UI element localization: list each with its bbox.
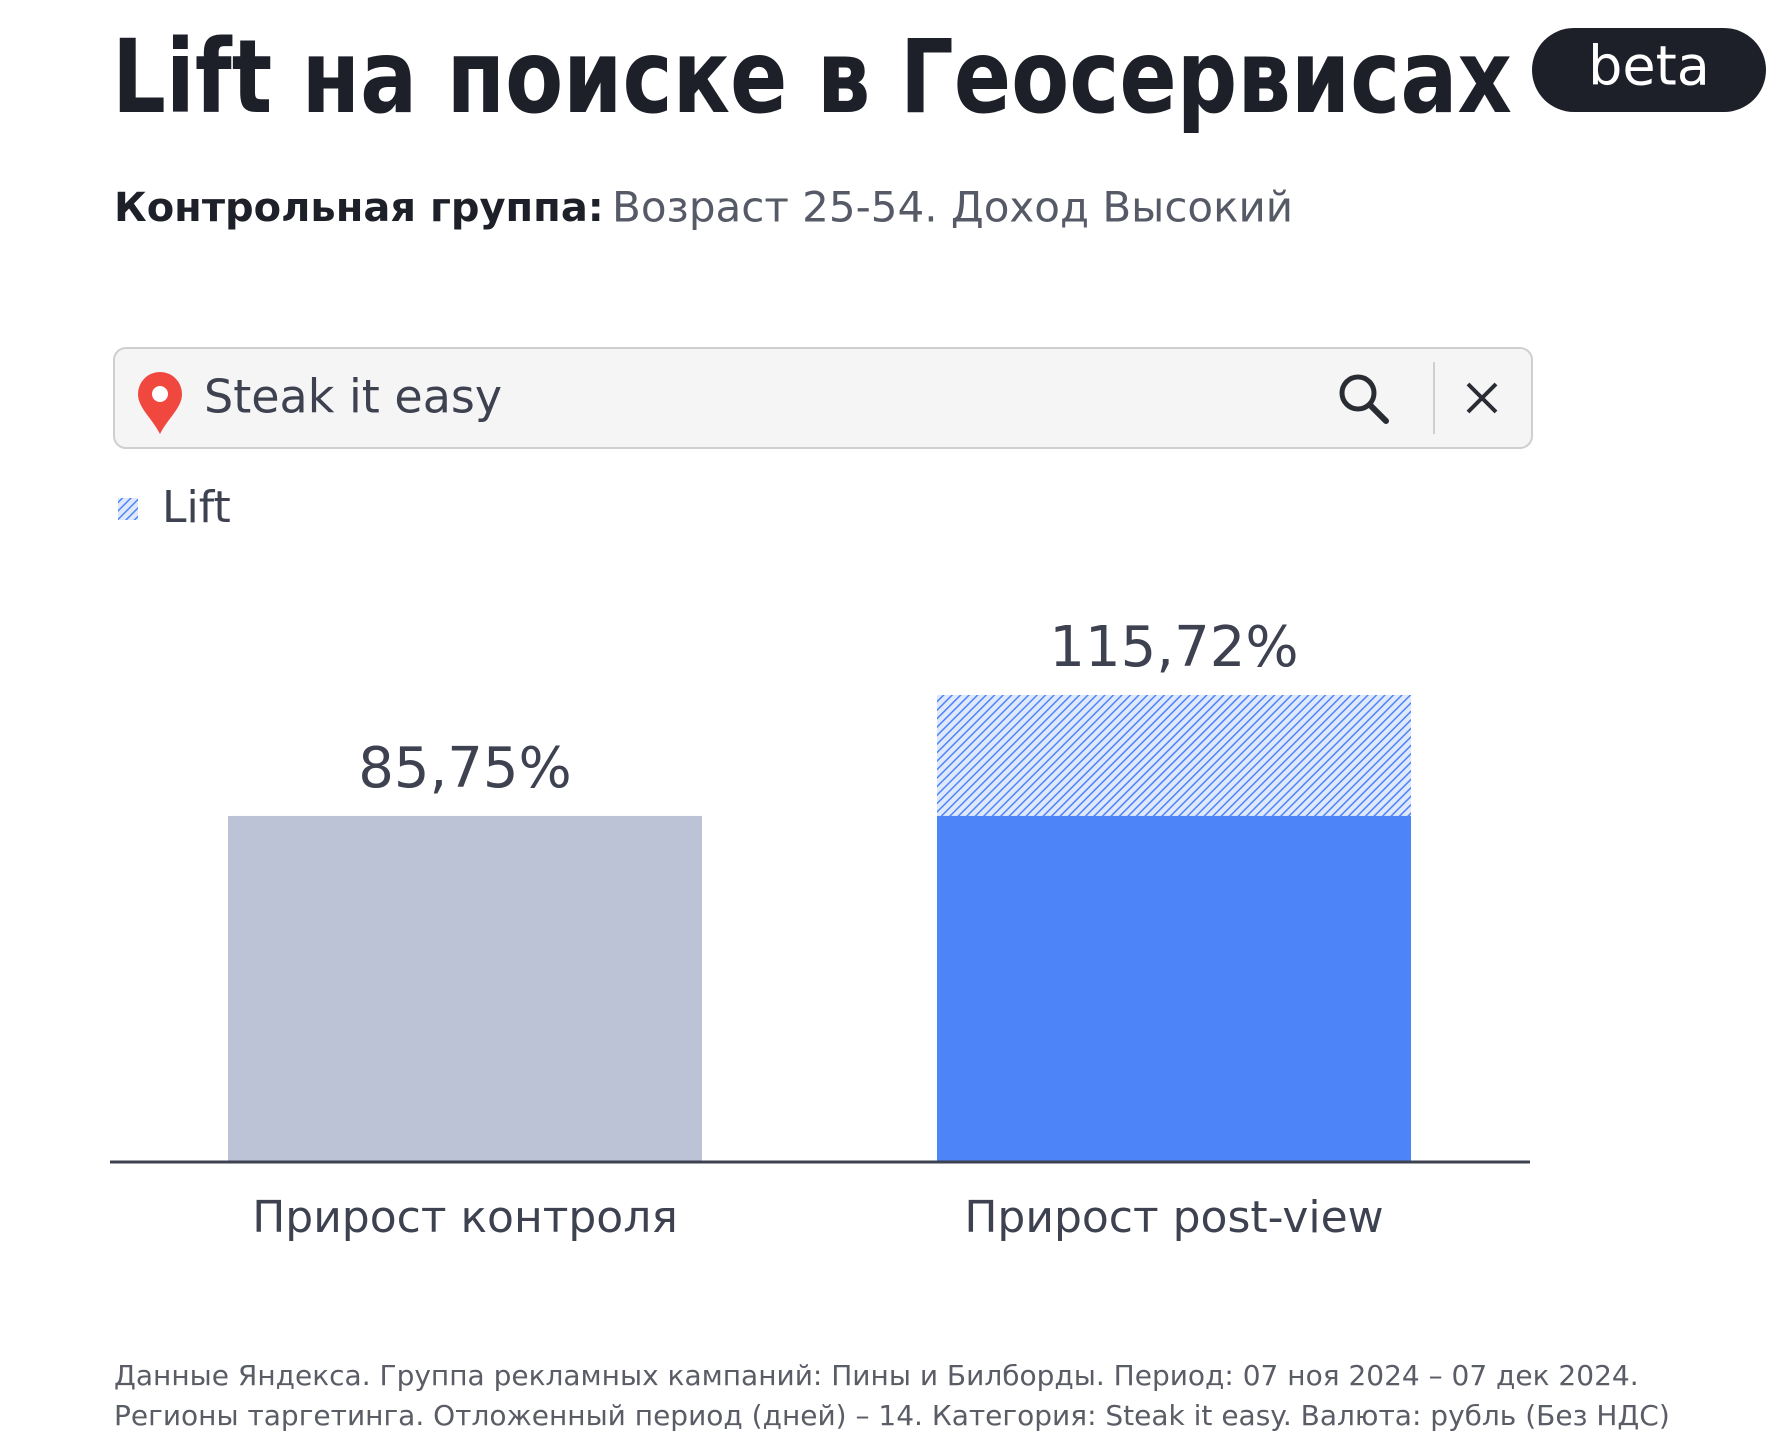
title: Lift на поиске в Геосервисах <box>112 18 1512 137</box>
search-icon-handle <box>1367 402 1389 424</box>
x-tick-label: Прирост post-view <box>964 1192 1383 1243</box>
badge <box>1532 28 1766 112</box>
badge-text: beta <box>1588 35 1710 98</box>
pin-icon <box>138 372 182 434</box>
search-box[interactable] <box>113 347 1533 449</box>
bar <box>228 815 702 1162</box>
x-tick-label: Прирост контроля <box>252 1192 678 1243</box>
bar <box>937 815 1411 1162</box>
value-label: 115,72% <box>1049 615 1298 680</box>
close-icon[interactable] <box>1466 382 1498 414</box>
search-text[interactable]: Steak it easy <box>204 370 502 424</box>
value-label: 85,75% <box>358 736 572 801</box>
pin-dot <box>152 386 168 402</box>
subtitle-label: Контрольная группа: <box>114 185 604 231</box>
footer: Данные Яндекса. Группа рекламных кампани… <box>114 1359 1670 1432</box>
legend-swatch <box>118 498 138 520</box>
search-icon[interactable] <box>1339 374 1377 412</box>
legend-label: Lift <box>162 482 231 533</box>
subtitle-value: Возраст 25-54. Доход Высокий <box>612 183 1293 232</box>
